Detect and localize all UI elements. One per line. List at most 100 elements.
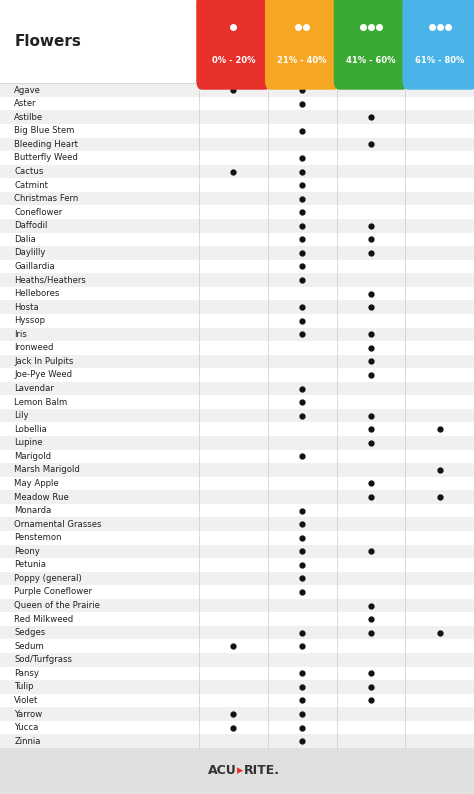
FancyBboxPatch shape (0, 599, 474, 612)
FancyBboxPatch shape (0, 518, 474, 531)
FancyBboxPatch shape (0, 110, 474, 124)
Text: Purple Coneflower: Purple Coneflower (14, 588, 92, 596)
Text: Daffodil: Daffodil (14, 222, 47, 230)
Text: Gaillardia: Gaillardia (14, 262, 55, 271)
Text: Dalia: Dalia (14, 235, 36, 244)
Text: Coneflower: Coneflower (14, 208, 63, 217)
FancyBboxPatch shape (0, 531, 474, 545)
FancyBboxPatch shape (0, 463, 474, 476)
FancyBboxPatch shape (0, 504, 474, 518)
Text: Red Milkweed: Red Milkweed (14, 615, 73, 623)
FancyBboxPatch shape (0, 572, 474, 585)
Text: Marigold: Marigold (14, 452, 51, 461)
FancyBboxPatch shape (0, 300, 474, 314)
Text: Queen of the Prairie: Queen of the Prairie (14, 601, 100, 610)
Text: Daylilly: Daylilly (14, 249, 46, 257)
Text: ACU: ACU (208, 765, 237, 777)
Text: Hellebores: Hellebores (14, 289, 60, 298)
Text: ▸: ▸ (237, 765, 243, 777)
FancyBboxPatch shape (0, 612, 474, 626)
Text: Sedum: Sedum (14, 642, 44, 651)
Text: Iris: Iris (14, 330, 27, 339)
Text: Violet: Violet (14, 696, 38, 705)
Text: Marsh Marigold: Marsh Marigold (14, 465, 80, 474)
FancyBboxPatch shape (0, 680, 474, 694)
FancyBboxPatch shape (0, 287, 474, 300)
FancyBboxPatch shape (0, 368, 474, 382)
FancyBboxPatch shape (0, 206, 474, 219)
Text: Flowers: Flowers (14, 34, 81, 49)
FancyBboxPatch shape (0, 355, 474, 368)
FancyBboxPatch shape (0, 476, 474, 490)
FancyBboxPatch shape (0, 124, 474, 137)
FancyBboxPatch shape (334, 0, 408, 90)
Text: Yarrow: Yarrow (14, 710, 43, 719)
FancyBboxPatch shape (0, 314, 474, 327)
Text: Petunia: Petunia (14, 561, 46, 569)
Text: Lemon Balm: Lemon Balm (14, 398, 67, 407)
Text: Meadow Rue: Meadow Rue (14, 492, 69, 502)
Text: 41% - 60%: 41% - 60% (346, 56, 396, 65)
FancyBboxPatch shape (0, 395, 474, 409)
FancyBboxPatch shape (0, 707, 474, 721)
FancyBboxPatch shape (0, 422, 474, 436)
Text: 0% - 20%: 0% - 20% (212, 56, 255, 65)
Text: RITE.: RITE. (244, 765, 280, 777)
FancyBboxPatch shape (0, 260, 474, 273)
FancyBboxPatch shape (0, 748, 474, 794)
Text: Bleeding Heart: Bleeding Heart (14, 140, 78, 149)
FancyBboxPatch shape (0, 734, 474, 748)
FancyBboxPatch shape (0, 137, 474, 151)
FancyBboxPatch shape (0, 409, 474, 422)
Text: Big Blue Stem: Big Blue Stem (14, 126, 74, 135)
Text: Hosta: Hosta (14, 303, 39, 312)
FancyBboxPatch shape (0, 151, 474, 164)
FancyBboxPatch shape (0, 382, 474, 395)
FancyBboxPatch shape (0, 721, 474, 734)
FancyBboxPatch shape (0, 558, 474, 572)
Text: Cactus: Cactus (14, 167, 44, 176)
FancyBboxPatch shape (265, 0, 339, 90)
Text: Hyssop: Hyssop (14, 316, 45, 326)
FancyBboxPatch shape (0, 449, 474, 463)
FancyBboxPatch shape (0, 97, 474, 110)
FancyBboxPatch shape (0, 585, 474, 599)
FancyBboxPatch shape (402, 0, 474, 90)
Text: Sedges: Sedges (14, 628, 46, 637)
Text: 61% - 80%: 61% - 80% (415, 56, 465, 65)
Text: Lupine: Lupine (14, 438, 43, 447)
Text: Yucca: Yucca (14, 723, 38, 732)
Text: Penstemon: Penstemon (14, 534, 62, 542)
FancyBboxPatch shape (0, 639, 474, 653)
FancyBboxPatch shape (0, 436, 474, 449)
Text: Ornamental Grasses: Ornamental Grasses (14, 519, 102, 529)
FancyBboxPatch shape (0, 83, 474, 97)
FancyBboxPatch shape (0, 327, 474, 341)
Text: Aster: Aster (14, 99, 36, 108)
FancyBboxPatch shape (0, 626, 474, 639)
Text: Jack In Pulpits: Jack In Pulpits (14, 357, 73, 366)
Text: Ironweed: Ironweed (14, 343, 54, 353)
FancyBboxPatch shape (0, 490, 474, 504)
Text: Catmint: Catmint (14, 180, 48, 190)
Text: Monarda: Monarda (14, 506, 52, 515)
Text: Agave: Agave (14, 86, 41, 94)
Text: Butterfly Weed: Butterfly Weed (14, 153, 78, 163)
FancyBboxPatch shape (0, 694, 474, 707)
FancyBboxPatch shape (0, 233, 474, 246)
Text: Lily: Lily (14, 411, 29, 420)
FancyBboxPatch shape (0, 179, 474, 192)
Text: Joe-Pye Weed: Joe-Pye Weed (14, 371, 73, 380)
FancyBboxPatch shape (0, 273, 474, 287)
FancyBboxPatch shape (0, 545, 474, 558)
Text: May Apple: May Apple (14, 479, 59, 488)
Text: Zinnia: Zinnia (14, 737, 41, 746)
Text: Christmas Fern: Christmas Fern (14, 195, 79, 203)
Text: Tulip: Tulip (14, 682, 34, 692)
Text: Lobellia: Lobellia (14, 425, 47, 434)
Text: Pansy: Pansy (14, 669, 39, 678)
Text: 21% - 40%: 21% - 40% (277, 56, 327, 65)
FancyBboxPatch shape (0, 246, 474, 260)
Text: Peony: Peony (14, 547, 40, 556)
FancyBboxPatch shape (0, 341, 474, 355)
